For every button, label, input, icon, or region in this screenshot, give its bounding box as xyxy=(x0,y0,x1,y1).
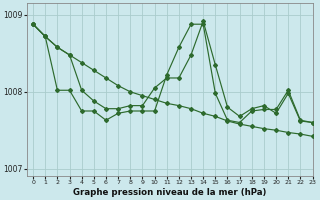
X-axis label: Graphe pression niveau de la mer (hPa): Graphe pression niveau de la mer (hPa) xyxy=(73,188,267,197)
